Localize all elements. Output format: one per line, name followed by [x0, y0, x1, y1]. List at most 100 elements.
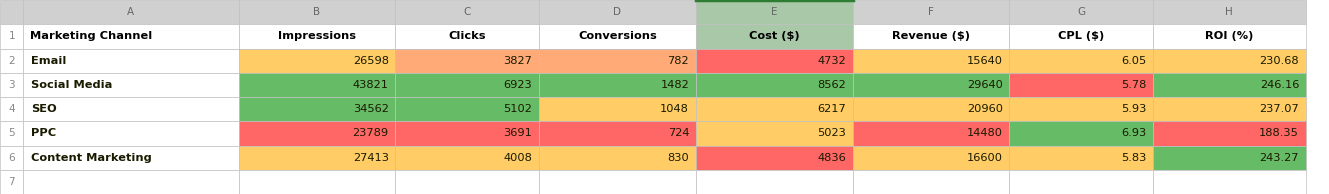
- Text: 4836: 4836: [817, 153, 845, 163]
- Bar: [540, 48, 696, 73]
- Bar: [540, 24, 696, 48]
- Text: 5: 5: [8, 128, 15, 138]
- Text: F: F: [928, 7, 934, 17]
- Text: 1: 1: [8, 31, 15, 41]
- Bar: [239, 170, 396, 194]
- Bar: [696, 97, 853, 121]
- Text: 5.93: 5.93: [1120, 104, 1146, 114]
- Bar: [1010, 73, 1152, 97]
- Text: D: D: [613, 7, 622, 17]
- Text: 5.78: 5.78: [1120, 80, 1146, 90]
- Bar: [396, 0, 540, 24]
- Text: 188.35: 188.35: [1259, 128, 1298, 138]
- Bar: [0, 0, 24, 24]
- Bar: [540, 121, 696, 146]
- Text: C: C: [464, 7, 470, 17]
- Bar: [24, 0, 238, 24]
- Text: 3691: 3691: [504, 128, 532, 138]
- Text: 20960: 20960: [966, 104, 1002, 114]
- Bar: [239, 73, 396, 97]
- Bar: [0, 146, 24, 170]
- Bar: [1152, 121, 1305, 146]
- Bar: [239, 146, 396, 170]
- Text: 1482: 1482: [661, 80, 688, 90]
- Text: 6217: 6217: [817, 104, 845, 114]
- Text: 3827: 3827: [504, 56, 532, 66]
- Bar: [853, 170, 1010, 194]
- Bar: [396, 97, 540, 121]
- Bar: [1010, 146, 1152, 170]
- Bar: [853, 121, 1010, 146]
- Bar: [0, 24, 24, 48]
- Bar: [1152, 170, 1305, 194]
- Text: 5023: 5023: [817, 128, 845, 138]
- Bar: [540, 146, 696, 170]
- Text: Social Media: Social Media: [32, 80, 113, 90]
- Bar: [540, 170, 696, 194]
- Bar: [1010, 0, 1152, 24]
- Text: 1048: 1048: [661, 104, 688, 114]
- Bar: [0, 73, 24, 97]
- Text: 4: 4: [8, 104, 15, 114]
- Text: Marketing Channel: Marketing Channel: [31, 31, 152, 41]
- Text: 5102: 5102: [504, 104, 532, 114]
- Bar: [24, 97, 238, 121]
- Text: 246.16: 246.16: [1260, 80, 1298, 90]
- Text: 34562: 34562: [354, 104, 388, 114]
- Text: 6: 6: [8, 153, 15, 163]
- Bar: [396, 121, 540, 146]
- Text: 16600: 16600: [966, 153, 1002, 163]
- Text: Conversions: Conversions: [578, 31, 657, 41]
- Text: PPC: PPC: [32, 128, 56, 138]
- Bar: [396, 73, 540, 97]
- Bar: [396, 170, 540, 194]
- Text: Email: Email: [32, 56, 66, 66]
- Bar: [696, 24, 853, 48]
- Bar: [1010, 170, 1152, 194]
- Text: ROI (%): ROI (%): [1205, 31, 1253, 41]
- Bar: [1010, 48, 1152, 73]
- Text: Revenue ($): Revenue ($): [892, 31, 970, 41]
- Text: 830: 830: [667, 153, 688, 163]
- Text: Cost ($): Cost ($): [748, 31, 800, 41]
- Text: 243.27: 243.27: [1260, 153, 1298, 163]
- Text: 6923: 6923: [504, 80, 532, 90]
- Bar: [853, 146, 1010, 170]
- Bar: [0, 48, 24, 73]
- Bar: [239, 97, 396, 121]
- Bar: [1010, 121, 1152, 146]
- Text: G: G: [1076, 7, 1086, 17]
- Bar: [853, 24, 1010, 48]
- Bar: [0, 170, 24, 194]
- Bar: [24, 73, 238, 97]
- Text: 6.05: 6.05: [1122, 56, 1146, 66]
- Bar: [696, 146, 853, 170]
- Bar: [540, 97, 696, 121]
- Bar: [1010, 24, 1152, 48]
- Bar: [853, 0, 1010, 24]
- Text: 4732: 4732: [817, 56, 845, 66]
- Text: 4008: 4008: [504, 153, 532, 163]
- Bar: [1152, 73, 1305, 97]
- Bar: [239, 121, 396, 146]
- Bar: [24, 24, 238, 48]
- Bar: [24, 170, 238, 194]
- Text: A: A: [128, 7, 134, 17]
- Text: H: H: [1225, 7, 1233, 17]
- Text: 15640: 15640: [966, 56, 1002, 66]
- Bar: [540, 73, 696, 97]
- Text: 237.07: 237.07: [1260, 104, 1298, 114]
- Text: CPL ($): CPL ($): [1058, 31, 1104, 41]
- Text: 8562: 8562: [817, 80, 845, 90]
- Text: 230.68: 230.68: [1260, 56, 1298, 66]
- Bar: [396, 48, 540, 73]
- Text: 43821: 43821: [352, 80, 388, 90]
- Bar: [540, 0, 696, 24]
- Text: 14480: 14480: [966, 128, 1002, 138]
- Bar: [24, 48, 238, 73]
- Bar: [239, 48, 396, 73]
- Text: 6.93: 6.93: [1122, 128, 1146, 138]
- Bar: [1152, 48, 1305, 73]
- Bar: [696, 170, 853, 194]
- Text: Content Marketing: Content Marketing: [32, 153, 152, 163]
